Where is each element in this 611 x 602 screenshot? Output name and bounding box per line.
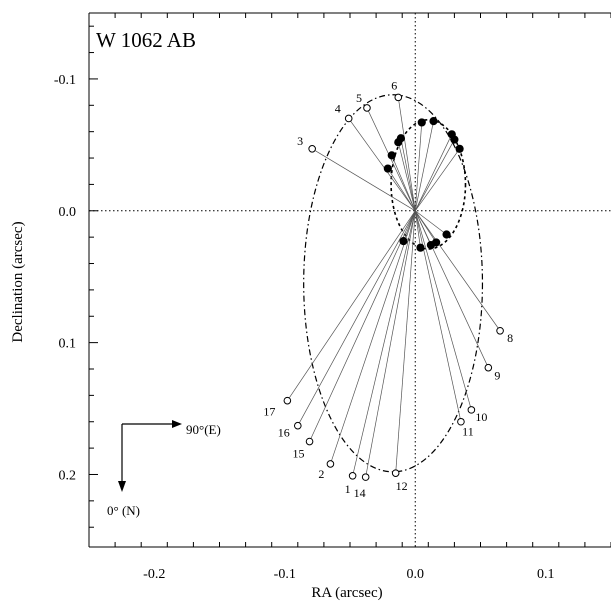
y-tick-label: -0.1 [54, 73, 76, 88]
residual-line [309, 210, 416, 442]
point-label: 9 [494, 369, 500, 383]
residual-line [414, 210, 437, 243]
outer-orbit [303, 94, 484, 473]
residual-line [391, 155, 416, 211]
residual-line [387, 168, 416, 211]
x-tick-label: -0.1 [274, 567, 296, 582]
residual-line [414, 210, 501, 331]
residual-line [414, 148, 460, 211]
x-tick-label: -0.2 [143, 567, 165, 582]
point-label: 2 [318, 467, 324, 481]
residual-line [352, 210, 416, 476]
inner-orbit-point [432, 238, 441, 247]
outer-orbit-point [363, 104, 371, 112]
outer-orbit-point [391, 469, 400, 477]
orbits [303, 94, 484, 473]
y-axis-label: Declination (arcsec) [10, 221, 26, 342]
point-label: 10 [475, 410, 487, 424]
point-label: 3 [297, 134, 303, 148]
y-tick-label: 0.2 [59, 468, 77, 483]
point-label: 5 [356, 91, 362, 105]
residual-line [348, 118, 416, 211]
point-label: 15 [293, 447, 305, 461]
residual-line [414, 210, 432, 246]
compass-east-arrowhead [172, 420, 182, 428]
residual-line [365, 210, 416, 478]
outer-orbit-point [294, 421, 302, 430]
compass-north-label: 0° (N) [107, 503, 140, 518]
residual-line [297, 210, 416, 426]
point-label: 17 [263, 405, 275, 419]
inner-orbit-point [455, 144, 464, 153]
compass: 90°(E) 0° (N) [107, 420, 221, 518]
plot-frame [88, 12, 611, 548]
inner-orbit-point [429, 117, 438, 126]
x-tick-label: 0.1 [537, 567, 555, 582]
point-label: 6 [391, 78, 397, 92]
point-label: 4 [335, 101, 341, 115]
inner-orbit [390, 119, 467, 250]
residual-line [414, 210, 421, 248]
point-label: 1 [345, 482, 351, 496]
residual-line [311, 148, 416, 212]
outer-orbit-point [344, 114, 353, 123]
point-label: 8 [507, 331, 513, 345]
inner-orbit-point [383, 164, 392, 173]
residual-line [414, 139, 455, 211]
residual-line [414, 122, 423, 211]
outer-orbit-point [361, 473, 370, 481]
point-label: 16 [278, 426, 290, 440]
outer-orbit-point [348, 472, 357, 480]
residual-line [395, 210, 416, 474]
point-label: 12 [396, 479, 408, 493]
outer-orbit-point [308, 145, 316, 153]
residual-line [414, 210, 472, 410]
residual-line [397, 97, 416, 211]
residual-line [414, 134, 453, 211]
point-label: 14 [354, 486, 366, 500]
residual-line [397, 142, 416, 211]
reference-lines [89, 13, 611, 547]
residual-line [330, 210, 416, 465]
point-label: 11 [462, 425, 474, 439]
outer-orbit-point [394, 93, 403, 102]
outer-orbit-point [457, 417, 465, 426]
inner-orbit-point [442, 230, 451, 239]
outer-orbit-point [467, 406, 476, 414]
compass-north-arrowhead [118, 481, 126, 492]
residual-line [287, 210, 416, 401]
chart-title: W 1062 AB [96, 28, 196, 52]
y-tick-label: 0.1 [59, 337, 77, 352]
outer-orbit-point [305, 437, 314, 446]
outer-orbit-point [496, 326, 504, 335]
compass-east-label: 90°(E) [186, 422, 221, 437]
axis-ticks: -0.2 -0.1 0.0 0.1 -0.1 0.0 0.1 0.2 [54, 13, 611, 582]
residual-line [414, 121, 434, 211]
residual-line [400, 138, 416, 211]
inner-orbit-point [417, 118, 426, 127]
inner-orbit-point [387, 151, 396, 160]
x-tick-label: 0.0 [407, 567, 425, 582]
labels: W 1062 AB RA (arcsec) Declination (arcse… [10, 28, 383, 601]
inner-orbit-point [399, 237, 408, 246]
residual-line [403, 210, 416, 242]
inner-orbit-point [450, 135, 459, 144]
inner-orbit-point [394, 138, 403, 147]
inner-orbit-point [416, 243, 425, 252]
outer-orbit-point [326, 460, 335, 468]
residual-line [415, 210, 447, 235]
x-axis-label: RA (arcsec) [311, 585, 382, 601]
outer-orbit-point [484, 363, 493, 372]
y-tick-label: 0.0 [59, 205, 77, 220]
outer-orbit-point [283, 396, 292, 405]
